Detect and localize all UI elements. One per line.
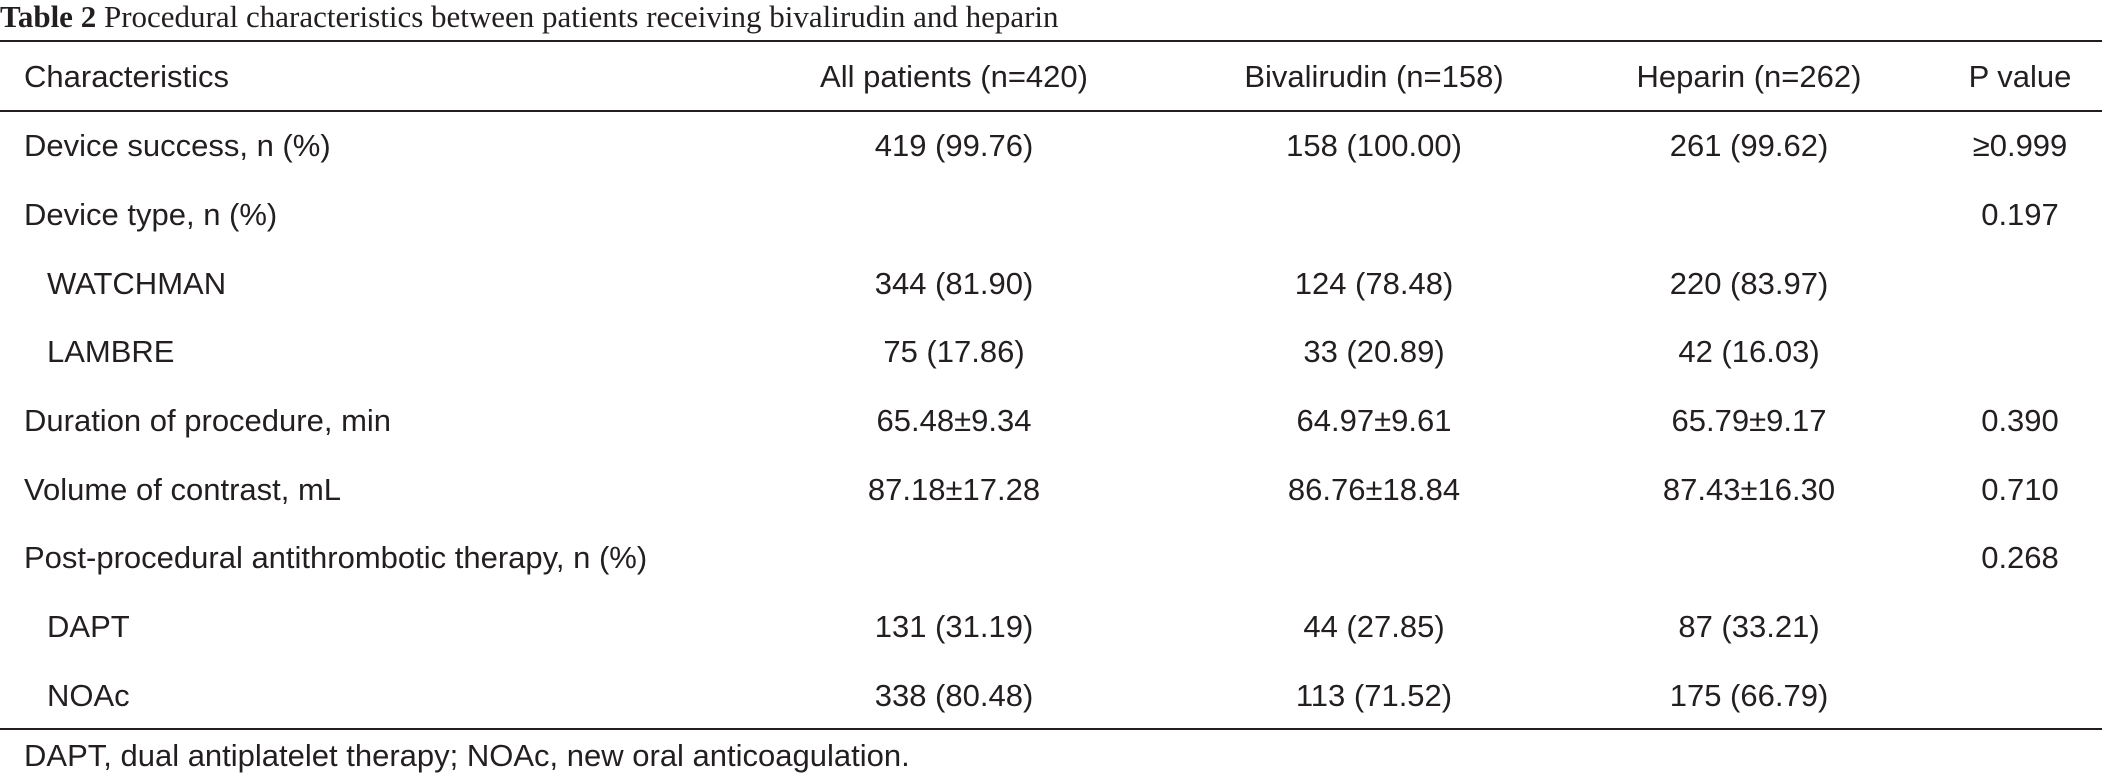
table-row: Post-procedural antithrombotic therapy, … <box>0 524 2102 593</box>
table-row: Duration of procedure, min 65.48±9.34 64.9… <box>0 387 2102 456</box>
data-table: Characteristics All patients (n=420) Biv… <box>0 42 2102 730</box>
cell-bivalirudin: 124 (78.48) <box>1294 265 1454 301</box>
cell-bivalirudin: 113 (71.52) <box>1295 677 1453 713</box>
cell-all-patients: 344 (81.90) <box>874 265 1034 301</box>
table-label: Table 2 <box>0 0 97 34</box>
cell-bivalirudin <box>1164 181 1584 250</box>
column-header-heparin: Heparin (n=262) <box>1636 59 1862 94</box>
cell-all-patients: 338 (80.48) <box>874 677 1034 713</box>
table-title: Procedural characteristics between patie… <box>103 0 1059 34</box>
cell-all-patients: 87.18±17.28 <box>867 471 1041 507</box>
table-footnote: DAPT, dual antiplatelet therapy; NOAc, n… <box>24 738 910 773</box>
cell-bivalirudin: 33 (20.89) <box>1303 334 1445 370</box>
cell-heparin: 220 (83.97) <box>1669 265 1829 301</box>
cell-bivalirudin: 86.76±18.84 <box>1287 471 1461 507</box>
cell-p-value <box>1914 593 2102 662</box>
column-header-characteristics: Characteristics <box>24 59 229 94</box>
cell-heparin: 87.43±16.30 <box>1662 471 1836 507</box>
row-label: Device type, n (%) <box>24 197 278 233</box>
row-label: Duration of procedure, min <box>24 403 392 439</box>
table-row: Volume of contrast, mL 87.18±17.28 86.76±1… <box>0 455 2102 524</box>
cell-p-value: 0.710 <box>1981 471 2059 507</box>
cell-p-value: 0.197 <box>1981 197 2059 233</box>
cell-bivalirudin: 64.97±9.61 <box>1296 403 1452 439</box>
cell-p-value: 0.268 <box>1981 540 2059 576</box>
cell-heparin: 261 (99.62) <box>1669 128 1829 164</box>
row-label: NOAc <box>47 677 130 713</box>
header-rule <box>0 110 2102 112</box>
table-row: NOAc 338 (80.48) 113 (71.52) 175 (66.79) <box>0 662 2102 731</box>
cell-all-patients: 65.48±9.34 <box>876 403 1032 439</box>
table-row: Device type, n (%) 0.197 <box>0 181 2102 250</box>
row-label: DAPT <box>47 609 130 645</box>
cell-all-patients: 419 (99.76) <box>874 128 1034 164</box>
cell-p-value <box>1914 318 2102 387</box>
row-label: Volume of contrast, mL <box>24 471 342 507</box>
table-row: DAPT 131 (31.19) 44 (27.85) 87 (33.21) <box>0 593 2102 662</box>
cell-heparin: 87 (33.21) <box>1678 609 1820 645</box>
cell-heparin <box>1584 524 1914 593</box>
cell-bivalirudin <box>1164 524 1584 593</box>
cell-heparin: 42 (16.03) <box>1678 334 1820 370</box>
cell-all-patients <box>744 181 1164 250</box>
cell-p-value <box>1914 249 2102 318</box>
cell-heparin: 65.79±9.17 <box>1671 403 1827 439</box>
cell-p-value <box>1914 662 2102 731</box>
table-row: Device success, n (%) 419 (99.76) 158 (100… <box>0 112 2102 181</box>
column-header-bivalirudin: Bivalirudin (n=158) <box>1244 59 1504 94</box>
row-label: LAMBRE <box>47 334 175 370</box>
table-body: Device success, n (%) 419 (99.76) 158 (100… <box>0 112 2102 730</box>
cell-bivalirudin: 158 (100.00) <box>1286 128 1462 164</box>
row-label: Device success, n (%) <box>24 128 331 164</box>
column-header-all-patients: All patients (n=420) <box>820 59 1088 94</box>
row-label: WATCHMAN <box>47 265 227 301</box>
header-row: Characteristics All patients (n=420) Biv… <box>0 42 2102 112</box>
bottom-rule <box>0 728 2102 730</box>
top-rule <box>0 40 2102 42</box>
table-row: WATCHMAN 344 (81.90) 124 (78.48) 220 (83.97… <box>0 249 2102 318</box>
cell-p-value: 0.390 <box>1981 403 2059 439</box>
cell-p-value: ≥0.999 <box>1972 128 2068 164</box>
cell-all-patients <box>744 524 1164 593</box>
table-row: LAMBRE 75 (17.86) 33 (20.89) 42 (16.03) <box>0 318 2102 387</box>
column-header-p-value: P value <box>1968 59 2072 94</box>
cell-heparin: 175 (66.79) <box>1669 677 1829 713</box>
cell-bivalirudin: 44 (27.85) <box>1303 609 1445 645</box>
cell-all-patients: 75 (17.86) <box>883 334 1025 370</box>
row-label: Post-procedural antithrombotic therapy, … <box>24 540 648 576</box>
table-caption: Table 2 Procedural characteristics betwe… <box>0 0 1059 40</box>
cell-all-patients: 131 (31.19) <box>874 609 1034 645</box>
cell-heparin <box>1584 181 1914 250</box>
